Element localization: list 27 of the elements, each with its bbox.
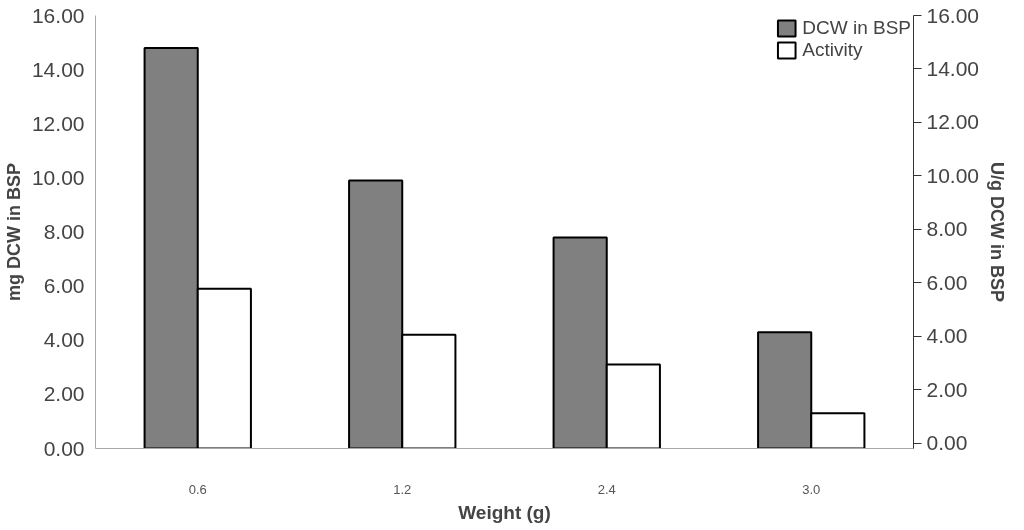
y-tick-label: 4.00: [43, 328, 85, 352]
y2-tick-label: 6.00: [926, 270, 968, 294]
y-tick-label: 0.00: [43, 436, 85, 460]
y-tick-label: 12.00: [31, 111, 85, 135]
x-tick-label: 2.4: [597, 481, 616, 497]
y2-tick-label: 2.00: [926, 377, 968, 401]
y-tick-label: 10.00: [31, 165, 85, 189]
y-tick-label: 6.00: [43, 274, 85, 298]
x-tick-label: 1.2: [393, 481, 412, 497]
y2-axis-title: U/g DCW in BSP: [987, 162, 1008, 302]
y2-tick-label: 10.00: [926, 163, 980, 187]
y2-tick-label: 12.00: [926, 110, 980, 134]
y-tick-label: 16.00: [31, 3, 85, 27]
y-tick-label: 8.00: [43, 220, 85, 243]
x-tick-label: 3.0: [802, 481, 821, 497]
y2-tick-label: 16.00: [926, 3, 980, 27]
y-tick-label: 2.00: [43, 382, 85, 406]
y-tick-label: 14.00: [31, 57, 85, 81]
x-tick-label: 0.6: [188, 481, 207, 497]
y2-tick-label: 0.00: [926, 431, 968, 455]
legend-label: Activity: [802, 39, 863, 61]
y2-tick-label: 4.00: [926, 324, 968, 348]
y2-tick-label: 14.00: [926, 56, 980, 80]
legend-label: DCW in BSP: [802, 17, 911, 39]
y-axis-title: mg DCW in BSP: [3, 163, 24, 301]
y2-tick-label: 8.00: [926, 217, 968, 241]
x-axis-title: Weight (g): [458, 501, 551, 523]
